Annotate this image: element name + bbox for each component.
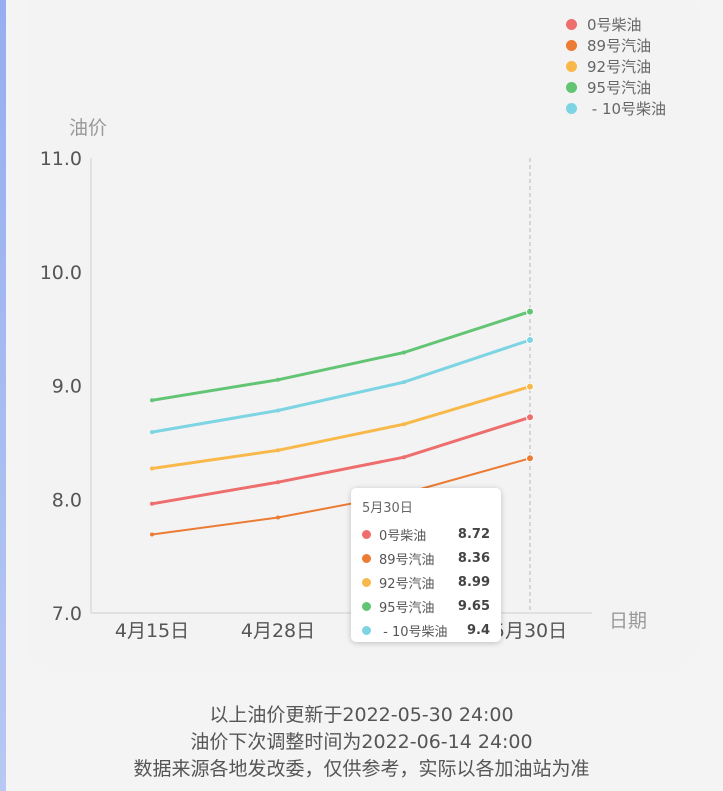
data-point [150, 430, 154, 435]
legend-dot-icon [566, 40, 577, 51]
legend-item[interactable]: - 10号柴油 [566, 98, 666, 119]
legend-dot-icon [566, 19, 577, 30]
footer-source: 数据来源各地发改委，仅供参考，实际以各加油站为准 [133, 758, 590, 780]
data-point [276, 377, 280, 382]
legend-item[interactable]: 0号柴油 [566, 14, 666, 35]
tooltip-series-name: 92号汽油 [379, 576, 435, 592]
data-point [276, 448, 280, 453]
series-line [151, 338, 531, 434]
data-point [276, 515, 280, 520]
data-point [526, 307, 534, 316]
tooltip-dot-icon [362, 577, 371, 587]
y-axis-title: 油价 [69, 117, 107, 139]
footer-next-adjust: 油价下次调整时间为2022-06-14 24:00 [190, 731, 533, 753]
tooltip-row: - 10号柴油 9.4 [362, 618, 490, 642]
legend-dot-icon [566, 61, 577, 72]
data-point [276, 480, 280, 485]
tooltip-value: 9.65 [457, 598, 490, 614]
x-tick-label: 4月28日 [241, 620, 315, 642]
legend-item[interactable]: 95号汽油 [566, 77, 666, 98]
chart-tooltip: 5月30日 0号柴油 8.72 89号汽油 8.36 92号汽油 8.99 95号汽油 9.6… [351, 488, 501, 642]
footer-text: 以上油价更新于2022-05-30 24:00 油价下次调整时间为2022-06… [0, 702, 723, 783]
data-point [526, 382, 534, 391]
tooltip-title: 5月30日 [362, 501, 413, 516]
data-point [402, 455, 406, 460]
series-line [151, 415, 531, 506]
tooltip-dot-icon [362, 529, 371, 539]
footer-update-time: 以上油价更新于2022-05-30 24:00 [209, 704, 514, 726]
tooltip-dot-icon [362, 553, 371, 563]
data-point [402, 380, 406, 385]
data-point [526, 336, 534, 344]
x-tick-label: 4月15日 [115, 620, 189, 642]
y-tick-label: 7.0 [52, 603, 82, 625]
x-tick-label: 5月30日 [493, 620, 567, 642]
left-accent-bar [0, 0, 6, 791]
y-tick-label: 11.0 [40, 148, 82, 170]
chart-legend[interactable]: 0号柴油 89号汽油 92号汽油 95号汽油 - 10号柴油 [566, 14, 666, 119]
data-point [150, 532, 154, 537]
y-tick-label: 10.0 [40, 262, 82, 284]
series-line [151, 457, 531, 536]
tooltip-dot-icon [362, 625, 371, 635]
data-point [402, 350, 406, 355]
data-point [150, 398, 154, 403]
y-tick-label: 9.0 [52, 376, 82, 398]
legend-dot-icon [566, 103, 577, 114]
tooltip-value: 8.36 [457, 550, 490, 566]
data-point [526, 413, 534, 422]
y-tick-label: 8.0 [52, 489, 82, 511]
legend-item[interactable]: 89号汽油 [566, 35, 666, 56]
legend-dot-icon [566, 82, 577, 93]
tooltip-dot-icon [362, 601, 371, 611]
legend-label: 0号柴油 [587, 16, 642, 34]
data-point [402, 422, 406, 427]
tooltip-value: 8.72 [457, 526, 490, 542]
x-axis-title: 日期 [609, 610, 647, 632]
tooltip-row: 89号汽油 8.36 [362, 546, 490, 570]
legend-label: 95号汽油 [587, 79, 652, 97]
tooltip-value: 8.99 [457, 574, 490, 590]
legend-item[interactable]: 92号汽油 [566, 56, 666, 77]
data-point [276, 408, 280, 413]
tooltip-row: 0号柴油 8.72 [362, 522, 490, 546]
tooltip-row: 92号汽油 8.99 [362, 570, 490, 594]
data-point [526, 454, 534, 463]
data-point [150, 501, 154, 506]
series-line [151, 310, 531, 402]
tooltip-series-name: - 10号柴油 [379, 624, 448, 640]
tooltip-series-name: 0号柴油 [379, 528, 427, 544]
legend-label: - 10号柴油 [587, 100, 667, 118]
legend-label: 92号汽油 [587, 58, 652, 76]
tooltip-series-name: 95号汽油 [379, 600, 435, 616]
series-line [151, 385, 531, 470]
data-point [150, 466, 154, 471]
tooltip-row: 95号汽油 9.65 [362, 594, 490, 618]
tooltip-series-name: 89号汽油 [379, 552, 435, 568]
legend-label: 89号汽油 [587, 37, 652, 55]
tooltip-value: 9.4 [466, 622, 490, 638]
